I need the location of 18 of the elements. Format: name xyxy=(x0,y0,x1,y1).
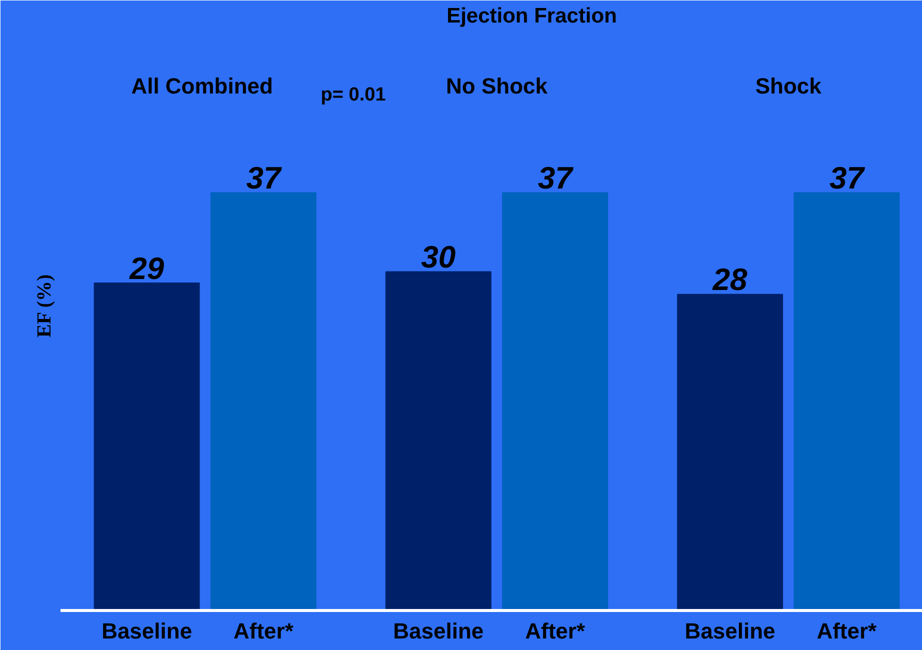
x-tick-label: Baseline xyxy=(102,618,192,644)
data-label: 29 xyxy=(128,250,165,286)
data-label: 37 xyxy=(829,160,866,196)
data-label: 28 xyxy=(712,262,748,298)
x-tick-label: After* xyxy=(525,618,586,644)
x-tick-label: Baseline xyxy=(684,618,776,644)
data-label: 37 xyxy=(538,160,574,196)
text: No Shock xyxy=(446,73,548,98)
y-axis-title: EF (%) xyxy=(34,274,56,338)
text: Shock xyxy=(755,73,822,98)
text: p= 0.01 xyxy=(320,84,386,106)
chart-title: Ejection Fraction xyxy=(446,4,617,28)
data-label: 30 xyxy=(421,240,456,275)
x-tick-label: After* xyxy=(816,618,878,644)
x-tick-label: Baseline xyxy=(393,618,484,644)
x-tick-label: After* xyxy=(234,618,294,644)
data-label: 37 xyxy=(246,160,282,196)
text: All Combined xyxy=(131,73,273,98)
